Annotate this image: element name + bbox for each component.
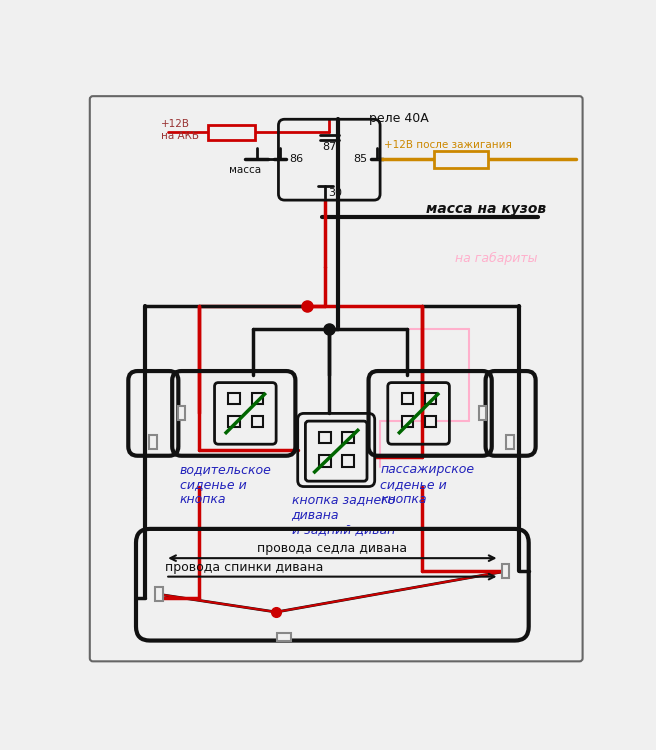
Text: водительское
сиденье и
кнопка: водительское сиденье и кнопка [180, 464, 272, 506]
Bar [209, 124, 255, 140]
Bar [424, 416, 436, 428]
Text: пассажирское
сиденье и
кнопка: пассажирское сиденье и кнопка [380, 464, 474, 506]
Text: провода спинки дивана: провода спинки дивана [165, 560, 323, 574]
Text: масса на кузов: масса на кузов [426, 202, 546, 215]
Bar [251, 416, 263, 428]
Text: 85: 85 [354, 154, 368, 164]
Text: 30: 30 [329, 188, 342, 198]
Text: +12В после зажигания: +12В после зажигания [384, 140, 512, 150]
Text: кнопка заднего
дивана: кнопка заднего дивана [291, 493, 395, 520]
Bar [319, 455, 331, 466]
Bar [149, 435, 157, 448]
Bar [277, 633, 291, 640]
Bar [434, 151, 488, 168]
Text: и задний диван: и задний диван [291, 524, 395, 536]
Bar [228, 416, 240, 428]
Text: +12В
на АКБ: +12В на АКБ [161, 119, 199, 141]
Bar [342, 432, 354, 443]
Bar [502, 564, 510, 578]
Bar [342, 455, 354, 466]
Bar [479, 406, 486, 420]
Bar [401, 392, 413, 404]
Bar [251, 392, 263, 404]
Bar [506, 435, 514, 448]
Bar [401, 416, 413, 428]
Bar [319, 432, 331, 443]
Text: 25А: 25А [220, 128, 242, 137]
Text: масса: масса [230, 166, 261, 176]
Bar [424, 392, 436, 404]
Bar [178, 406, 185, 420]
Text: 86: 86 [289, 154, 303, 164]
Bar [228, 392, 240, 404]
Text: провода седла дивана: провода седла дивана [257, 542, 407, 555]
Text: 87: 87 [322, 142, 337, 152]
Text: реле 40А: реле 40А [369, 112, 428, 125]
Text: на габариты: на габариты [455, 252, 538, 265]
Bar [155, 587, 163, 602]
Text: 20А: 20А [447, 153, 474, 166]
